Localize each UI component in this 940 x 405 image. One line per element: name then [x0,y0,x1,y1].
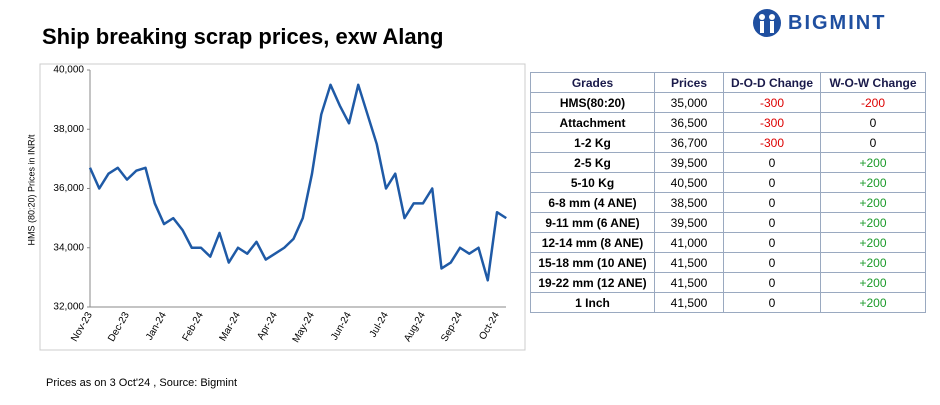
table-cell: +200 [820,152,926,173]
table-cell: +200 [820,252,926,273]
table-cell: 9-11 mm (6 ANE) [530,212,655,233]
y-tick-label: 40,000 [53,65,84,76]
table-cell: 19-22 mm (12 ANE) [530,272,655,293]
table-cell: 36,500 [654,112,724,133]
table-row: 2-5 Kg 39,500 0 +200 [530,152,926,173]
table-cell: +200 [820,292,926,313]
line-series [88,83,507,282]
y-axis-label: HMS (80:20) Prices in INR/t [26,134,36,246]
table-row: HMS(80:20) 35,000 -300 -200 [530,92,926,113]
table-cell: Attachment [530,112,655,133]
table-cell: 41,500 [654,272,724,293]
column-header: W-O-W Change [820,72,926,93]
table-cell: 36,700 [654,132,724,153]
table-row: 19-22 mm (12 ANE) 41,500 0 +200 [530,272,926,293]
x-tick-label: Nov-23 [69,310,95,344]
table-cell: 15-18 mm (10 ANE) [530,252,655,273]
table-row: Attachment 36,500 -300 0 [530,112,926,133]
table-cell: +200 [820,212,926,233]
table-cell: -200 [820,92,926,113]
table-cell: 0 [723,272,821,293]
table-cell: 39,500 [654,152,724,173]
table-cell: 38,500 [654,192,724,213]
x-tick-label: Sep-24 [439,310,465,344]
table-cell: 35,000 [654,92,724,113]
logo-text: BIGMINT [788,11,887,34]
table-row: 1 Inch 41,500 0 +200 [530,292,926,313]
x-tick-label: May-24 [291,310,317,345]
table-cell: 41,500 [654,292,724,313]
x-tick-label: Jul-24 [368,310,391,339]
table-row: 15-18 mm (10 ANE) 41,500 0 +200 [530,252,926,273]
table-cell: 41,500 [654,252,724,273]
table-cell: -300 [723,112,821,133]
table-cell: 5-10 Kg [530,172,655,193]
y-tick-label: 34,000 [53,242,84,253]
table-cell: 40,500 [654,172,724,193]
table-row: 12-14 mm (8 ANE) 41,000 0 +200 [530,232,926,253]
table-cell: 0 [723,252,821,273]
table-cell: 39,500 [654,212,724,233]
y-tick-label: 38,000 [53,124,84,135]
y-tick-label: 32,000 [53,302,84,313]
table-cell: +200 [820,232,926,253]
table-row: 6-8 mm (4 ANE) 38,500 0 +200 [530,192,926,213]
table-cell: 0 [723,152,821,173]
column-header: Grades [530,72,655,93]
table-cell: 0 [820,132,926,153]
table-cell: 1-2 Kg [530,132,655,153]
chart-frame [39,63,526,351]
table-cell: 0 [723,292,821,313]
table-cell: +200 [820,272,926,293]
table-cell: -300 [723,92,821,113]
table-cell: 41,000 [654,232,724,253]
chart: HMS (80:20) Prices in INR/t 32,000 34,000… [26,63,526,351]
logo: BIGMINT [752,8,886,38]
table-cell: 12-14 mm (8 ANE) [530,232,655,253]
title: Ship breaking scrap prices, exw Alang [42,24,444,49]
price-table: Grades Prices D-O-D Change W-O-W Change HMS(… [530,72,926,313]
x-tick-label: Aug-24 [402,310,428,344]
table-cell: 0 [723,232,821,253]
table-cell: 0 [723,172,821,193]
x-tick-label: Apr-24 [255,310,280,342]
header-row: Grades Prices D-O-D Change W-O-W Change [530,72,926,93]
table-cell: 0 [723,212,821,233]
table-cell: 2-5 Kg [530,152,655,173]
table-cell: +200 [820,172,926,193]
table-cell: 0 [820,112,926,133]
table-cell: +200 [820,192,926,213]
logo-icon [753,9,781,37]
table-row: 9-11 mm (6 ANE) 39,500 0 +200 [530,212,926,233]
x-tick-label: Dec-23 [106,310,132,344]
y-tick-label: 36,000 [53,183,84,194]
x-tick-label: Jun-24 [329,310,354,342]
x-tick-label: Jan-24 [144,310,169,342]
footnote: Prices as on 3 Oct'24 , Source: Bigmint [46,377,238,389]
x-tick-label: Feb-24 [181,310,207,343]
x-tick-label: Oct-24 [477,310,502,342]
table-row: 5-10 Kg 40,500 0 +200 [530,172,926,193]
table-row: 1-2 Kg 36,700 -300 0 [530,132,926,153]
column-header: Prices [654,72,724,93]
table-cell: 0 [723,192,821,213]
table-cell: 1 Inch [530,292,655,313]
table-cell: -300 [723,132,821,153]
table-cell: 6-8 mm (4 ANE) [530,192,655,213]
table-cell: HMS(80:20) [530,92,655,113]
column-header: D-O-D Change [723,72,821,93]
x-tick-label: Mar-24 [218,310,244,343]
